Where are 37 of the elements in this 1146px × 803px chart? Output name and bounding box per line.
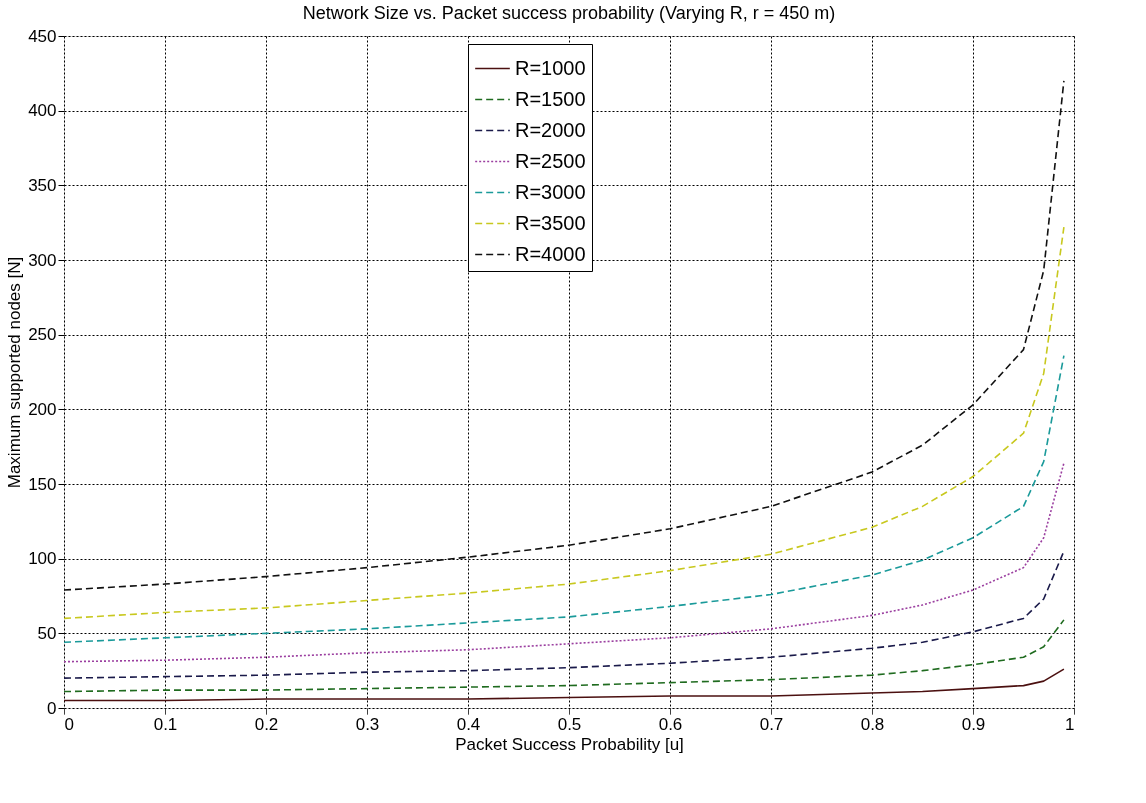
legend-label: R=2000 [515,118,586,141]
x-tick-label: 0 [64,714,74,734]
y-tick-label: 400 [28,101,57,121]
x-tick-label: 0.7 [759,714,784,734]
x-axis-title: Packet Success Probability [u] [455,734,684,754]
x-tick-label: 0.4 [456,714,481,734]
x-tick-label: 0.2 [254,714,279,734]
y-tick-label: 150 [28,474,57,494]
y-tick-label: 100 [28,549,57,569]
y-tick-label: 450 [28,26,57,46]
y-tick-label: 200 [28,399,57,419]
line-series [63,462,1065,663]
y-tick-label: 250 [28,325,57,345]
line-series [63,668,1065,702]
legend-label: R=3000 [515,180,586,203]
legend-label: R=2500 [515,149,586,172]
line-series [63,80,1065,591]
x-tick-label: 0.1 [153,714,178,734]
legend-label: R=3500 [515,211,586,234]
x-tick-label: 0.8 [860,714,885,734]
y-tick-label: 50 [37,623,57,643]
chart-title: Network Size vs. Packet success probability (Varying R, r = 450 m) [302,3,836,23]
legend-label: R=1500 [515,87,586,110]
line-series [63,354,1065,644]
y-axis-title: Maximum supported nodes [N] [5,256,25,489]
x-tick-label: 0.6 [658,714,683,734]
y-tick-label: 300 [28,250,57,270]
legend-label: R=1000 [515,56,586,79]
x-tick-label: 0.9 [961,714,986,734]
line-series [63,619,1065,693]
y-tick-label: 350 [28,175,57,195]
legend-label: R=4000 [515,242,586,265]
line-series [63,550,1065,679]
x-tick-label: 0.3 [355,714,380,734]
x-tick-label: 0.5 [557,714,582,734]
y-tick-label: 0 [47,698,57,718]
x-tick-label: 1 [1065,714,1075,734]
